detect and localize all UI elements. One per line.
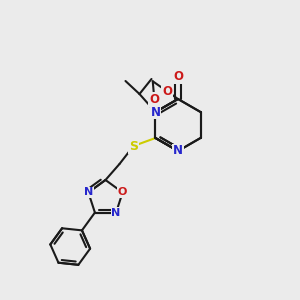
Text: N: N [173, 145, 183, 158]
Text: N: N [84, 188, 93, 197]
Text: O: O [118, 188, 127, 197]
Text: N: N [111, 208, 121, 218]
Text: S: S [129, 140, 138, 152]
Text: N: N [151, 106, 160, 118]
Text: O: O [149, 93, 159, 106]
Text: O: O [173, 70, 183, 83]
Text: O: O [162, 85, 172, 98]
